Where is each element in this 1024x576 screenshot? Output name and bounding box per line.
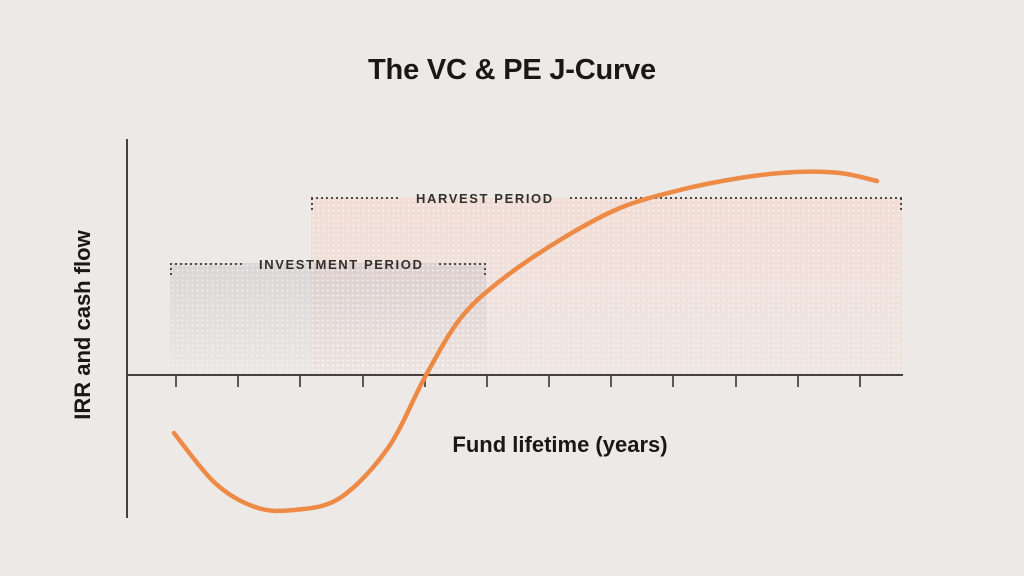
- y-axis-line: [126, 139, 128, 518]
- dotted-corner: [484, 263, 486, 278]
- harvest-period-label: HARVEST PERIOD: [416, 190, 554, 206]
- x-axis-tick: [548, 376, 550, 387]
- dotted-corner: [900, 198, 902, 213]
- x-axis-line: [126, 374, 903, 376]
- investment-band-texture: [170, 263, 486, 375]
- investment-period-band: [170, 263, 486, 375]
- dotted-line: [170, 263, 243, 265]
- x-axis-tick: [486, 376, 488, 387]
- x-axis-tick: [735, 376, 737, 387]
- x-axis-tick: [424, 376, 426, 387]
- investment-period-label: INVESTMENT PERIOD: [259, 256, 424, 272]
- dotted-corner: [311, 198, 313, 213]
- x-axis-tick: [610, 376, 612, 387]
- dotted-line: [569, 197, 902, 199]
- y-axis-label: IRR and cash flow: [70, 230, 95, 420]
- chart-title: The VC & PE J-Curve: [368, 54, 656, 86]
- x-axis-tick: [859, 376, 861, 387]
- x-axis-label: Fund lifetime (years): [452, 432, 668, 457]
- harvest-period-header: HARVEST PERIOD: [311, 189, 902, 207]
- dotted-line: [439, 263, 486, 265]
- x-axis-tick: [797, 376, 799, 387]
- x-axis-tick: [672, 376, 674, 387]
- investment-period-header: INVESTMENT PERIOD: [170, 255, 486, 273]
- x-axis-tick: [175, 376, 177, 387]
- x-axis-tick: [237, 376, 239, 387]
- x-axis-tick: [299, 376, 301, 387]
- x-axis-tick: [362, 376, 364, 387]
- dotted-corner: [170, 263, 172, 278]
- dotted-line: [311, 197, 400, 199]
